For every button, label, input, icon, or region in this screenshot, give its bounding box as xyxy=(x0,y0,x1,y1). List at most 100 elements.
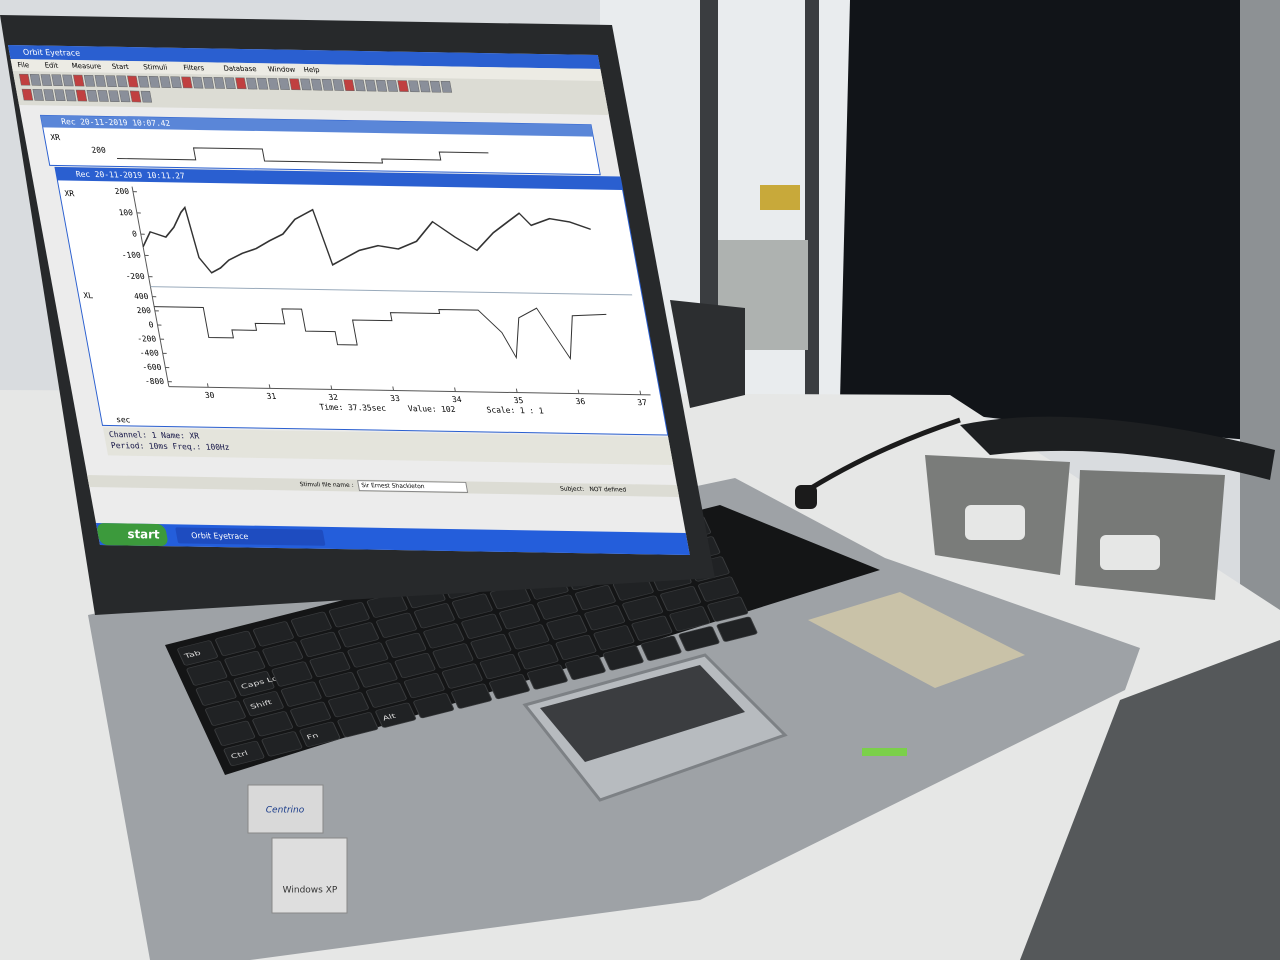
key xyxy=(451,593,493,619)
key xyxy=(403,673,445,699)
key xyxy=(375,702,417,728)
subject-label: Subject: xyxy=(559,486,584,493)
y-tick-label: -400 xyxy=(139,348,160,357)
key-label: Tab xyxy=(182,649,202,660)
key xyxy=(299,721,341,747)
toolbar-button xyxy=(21,88,34,101)
menu-item: Start xyxy=(111,63,130,71)
x-tick xyxy=(392,386,395,391)
key xyxy=(423,623,465,649)
x-tick xyxy=(639,390,642,395)
key xyxy=(252,711,294,737)
toolbar-button xyxy=(332,79,344,91)
toolbar-button xyxy=(256,77,269,90)
barrier xyxy=(760,185,800,210)
trace-preview xyxy=(116,147,489,164)
toolbar-button xyxy=(246,77,258,90)
key xyxy=(356,662,398,688)
x-tick-label: 33 xyxy=(389,394,400,403)
key xyxy=(678,626,720,652)
y-tick-label: 0 xyxy=(148,320,155,329)
x-tick xyxy=(206,383,209,388)
key xyxy=(233,671,275,697)
rec-window-2 xyxy=(54,166,669,436)
x-tick-label: 35 xyxy=(513,396,524,405)
toolbar-button xyxy=(32,89,44,101)
key xyxy=(432,643,474,669)
key xyxy=(290,701,331,727)
toolbar-button xyxy=(321,78,334,91)
app-title: Orbit Eyetrace xyxy=(22,48,81,58)
device-box xyxy=(670,300,745,408)
stimulus-file: Sir Ernest Shackleton xyxy=(361,482,426,490)
toolbar-button xyxy=(108,90,120,102)
key xyxy=(602,645,644,671)
x-tick xyxy=(515,388,518,393)
toolbar-button xyxy=(51,74,63,87)
goggle-left-hole xyxy=(965,505,1025,540)
key xyxy=(470,633,512,659)
touchpad xyxy=(540,665,745,762)
toolbar-button xyxy=(73,74,85,87)
key xyxy=(338,622,379,648)
toolbar-button xyxy=(148,76,161,88)
y-tick-label: 200 xyxy=(136,306,152,315)
key xyxy=(461,613,503,639)
key xyxy=(413,693,455,719)
key xyxy=(527,664,568,690)
toolbar-button xyxy=(213,77,226,89)
x-tick xyxy=(330,385,333,390)
curtain xyxy=(840,0,1250,440)
menu-item: Edit xyxy=(44,62,59,70)
toolbar-button xyxy=(129,90,142,103)
key xyxy=(223,740,265,766)
x-tick-label: 36 xyxy=(575,397,586,406)
toolbar-button xyxy=(419,80,431,93)
y-tick-label: -100 xyxy=(121,251,142,260)
key xyxy=(622,595,663,621)
key xyxy=(698,576,739,602)
toolbar-button xyxy=(202,76,215,89)
trace-xl xyxy=(154,306,607,361)
toolbar-button xyxy=(191,76,204,89)
key xyxy=(499,604,540,630)
status-text: Scale: 1 : 1 xyxy=(486,406,545,416)
key xyxy=(669,606,711,632)
toolbar-button xyxy=(140,90,153,103)
rec-window-1-titlebar xyxy=(40,115,594,137)
key xyxy=(517,644,559,670)
menu-item: File xyxy=(17,61,30,69)
key xyxy=(186,660,228,686)
toolbar-button xyxy=(235,77,247,90)
toolbar-button xyxy=(40,74,53,86)
key xyxy=(214,720,256,746)
menu-item: Window xyxy=(267,65,296,73)
x-axis xyxy=(168,386,651,396)
menu-item: Database xyxy=(223,65,257,74)
toolbar-button xyxy=(18,73,31,86)
key xyxy=(242,691,284,717)
toolbar-button xyxy=(310,78,323,91)
key xyxy=(660,586,701,612)
toolbar-button xyxy=(64,89,77,102)
toolbar-button xyxy=(289,78,301,91)
toolbar-button xyxy=(386,80,399,92)
key xyxy=(716,616,758,642)
y-tick-label: -600 xyxy=(142,363,163,372)
key xyxy=(318,672,360,698)
y-tick-label: -200 xyxy=(125,272,146,281)
key xyxy=(479,653,521,679)
toolbar-button xyxy=(364,79,377,92)
cable-ferrite xyxy=(795,485,817,509)
toolbar-button xyxy=(105,75,117,87)
channel-xr: XR xyxy=(64,189,75,198)
x-tick-label: 30 xyxy=(204,391,215,400)
key xyxy=(376,612,417,638)
menu-item: Measure xyxy=(71,62,102,70)
rec-window-1-channel: XR xyxy=(50,133,61,142)
channel-xl: XL xyxy=(83,291,94,300)
key xyxy=(593,625,635,651)
key xyxy=(489,674,530,700)
toolbar-button xyxy=(116,75,128,88)
start-label: start xyxy=(126,527,162,542)
